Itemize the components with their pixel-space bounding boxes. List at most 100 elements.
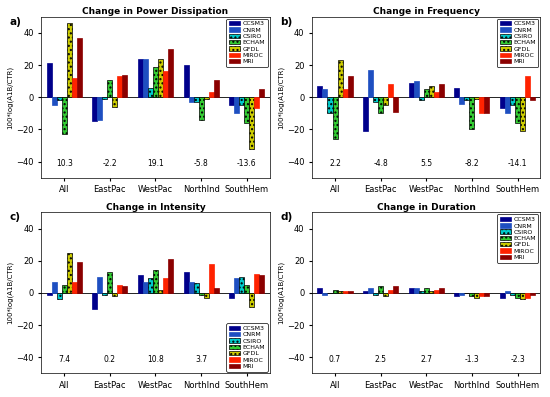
Bar xyxy=(515,293,520,298)
Y-axis label: 100*log(A1B/CTR): 100*log(A1B/CTR) xyxy=(7,66,13,129)
Bar xyxy=(204,97,208,99)
Bar xyxy=(62,97,67,134)
Bar xyxy=(107,79,112,97)
Bar xyxy=(530,97,535,100)
Bar xyxy=(373,293,378,295)
Bar xyxy=(259,89,265,97)
Bar xyxy=(322,293,327,295)
Bar xyxy=(158,290,163,293)
Bar xyxy=(439,84,444,97)
Bar xyxy=(424,288,429,293)
Bar xyxy=(97,97,102,120)
Bar xyxy=(348,291,353,293)
Bar xyxy=(213,79,219,97)
Bar xyxy=(62,285,67,293)
Bar xyxy=(459,97,464,104)
Bar xyxy=(500,97,505,108)
Text: 2.7: 2.7 xyxy=(420,355,432,364)
Bar xyxy=(122,75,128,97)
Bar xyxy=(363,97,368,131)
Text: -2.3: -2.3 xyxy=(510,355,525,364)
Legend: CCSM3, CNRM, CSIRO, ECHAM, GFDL, MIROC, MRI: CCSM3, CNRM, CSIRO, ECHAM, GFDL, MIROC, … xyxy=(497,19,538,67)
Title: Change in Frequency: Change in Frequency xyxy=(373,7,480,16)
Bar xyxy=(184,65,189,97)
Bar xyxy=(393,287,398,293)
Text: 0.2: 0.2 xyxy=(104,355,116,364)
Text: -2.2: -2.2 xyxy=(102,159,117,168)
Bar xyxy=(475,293,480,298)
Bar xyxy=(97,277,102,293)
Title: Change in Power Dissipation: Change in Power Dissipation xyxy=(82,7,228,16)
Bar xyxy=(229,293,234,298)
Bar xyxy=(52,281,57,293)
Bar xyxy=(234,97,239,113)
Title: Change in Duration: Change in Duration xyxy=(377,202,476,212)
Bar xyxy=(327,97,333,113)
Bar xyxy=(525,76,530,97)
Text: 0.7: 0.7 xyxy=(329,355,341,364)
Bar xyxy=(520,293,525,299)
Bar xyxy=(112,97,117,107)
Bar xyxy=(143,59,148,97)
Title: Change in Intensity: Change in Intensity xyxy=(106,202,205,212)
Bar xyxy=(208,93,213,97)
Text: 3.7: 3.7 xyxy=(195,355,207,364)
Bar xyxy=(184,272,189,293)
Bar xyxy=(67,23,72,97)
Bar xyxy=(419,291,424,293)
Text: 2.5: 2.5 xyxy=(375,355,387,364)
Bar xyxy=(254,274,259,293)
Bar xyxy=(525,293,530,298)
Y-axis label: 100*log(A1B/CTR): 100*log(A1B/CTR) xyxy=(278,261,284,324)
Bar xyxy=(480,97,485,113)
Bar xyxy=(249,97,254,149)
Bar xyxy=(393,97,398,112)
Bar xyxy=(249,293,254,307)
Bar xyxy=(199,97,204,120)
Bar xyxy=(505,97,510,113)
Bar xyxy=(434,93,439,97)
Bar xyxy=(47,64,52,97)
Legend: CCSM3, CNRM, CSIRO, ECHAM, GFDL, MIROC, MRI: CCSM3, CNRM, CSIRO, ECHAM, GFDL, MIROC, … xyxy=(226,19,268,67)
Bar xyxy=(429,86,434,97)
Text: b): b) xyxy=(280,17,293,27)
Bar xyxy=(485,97,490,113)
Bar xyxy=(530,293,535,295)
Bar xyxy=(485,293,490,296)
Bar xyxy=(189,281,194,293)
Bar xyxy=(138,59,143,97)
Bar xyxy=(158,59,163,97)
Text: -14.1: -14.1 xyxy=(508,159,527,168)
Bar xyxy=(459,293,464,295)
Bar xyxy=(117,76,122,97)
Bar xyxy=(469,293,475,296)
Bar xyxy=(208,264,213,293)
Y-axis label: 100*log(A1B/CTR): 100*log(A1B/CTR) xyxy=(278,66,284,129)
Text: -5.8: -5.8 xyxy=(194,159,208,168)
Bar xyxy=(505,291,510,293)
Bar xyxy=(259,275,265,293)
Bar xyxy=(148,88,153,97)
Bar xyxy=(194,97,199,102)
Bar xyxy=(194,283,199,293)
Bar xyxy=(414,288,419,293)
Text: 10.3: 10.3 xyxy=(56,159,73,168)
Bar xyxy=(378,287,383,293)
Bar xyxy=(254,97,259,108)
Bar xyxy=(409,83,414,97)
Text: 10.8: 10.8 xyxy=(147,355,164,364)
Bar xyxy=(439,288,444,293)
Bar xyxy=(213,288,219,293)
Bar xyxy=(317,86,322,97)
Bar xyxy=(363,291,368,293)
Bar xyxy=(510,293,515,295)
Bar xyxy=(163,71,168,97)
Bar xyxy=(333,97,338,139)
Bar xyxy=(102,293,107,295)
Bar xyxy=(520,97,525,131)
Bar xyxy=(338,60,343,97)
Text: -1.3: -1.3 xyxy=(465,355,479,364)
Bar xyxy=(189,97,194,102)
Bar xyxy=(199,293,204,295)
Bar xyxy=(92,97,97,121)
